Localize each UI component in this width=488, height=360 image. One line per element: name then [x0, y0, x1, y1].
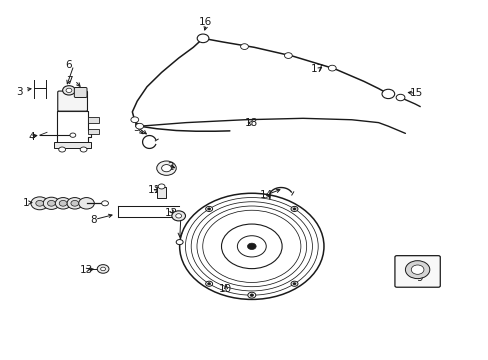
- FancyBboxPatch shape: [394, 256, 439, 287]
- Circle shape: [102, 201, 108, 206]
- Text: 17: 17: [310, 64, 324, 74]
- Text: 14: 14: [259, 190, 272, 200]
- Circle shape: [70, 133, 76, 137]
- Text: 6: 6: [65, 60, 72, 70]
- Circle shape: [290, 281, 297, 286]
- Circle shape: [157, 161, 176, 175]
- Circle shape: [43, 197, 60, 210]
- Circle shape: [205, 281, 212, 286]
- Circle shape: [197, 34, 208, 42]
- Circle shape: [410, 265, 423, 274]
- Circle shape: [55, 198, 71, 209]
- Bar: [88, 117, 99, 123]
- Text: 10: 10: [218, 284, 231, 294]
- Text: 13: 13: [79, 265, 92, 275]
- Circle shape: [205, 206, 212, 211]
- Circle shape: [79, 198, 94, 209]
- Circle shape: [101, 267, 105, 271]
- Circle shape: [59, 147, 65, 152]
- Circle shape: [247, 243, 256, 249]
- FancyBboxPatch shape: [74, 87, 87, 98]
- FancyBboxPatch shape: [157, 187, 165, 198]
- Circle shape: [207, 208, 210, 210]
- Text: 5: 5: [133, 123, 139, 133]
- Circle shape: [80, 147, 87, 152]
- Circle shape: [175, 214, 181, 218]
- Circle shape: [292, 208, 295, 210]
- Circle shape: [36, 201, 43, 206]
- Text: 11: 11: [147, 185, 161, 195]
- Text: 18: 18: [244, 118, 258, 128]
- Circle shape: [66, 88, 72, 93]
- Circle shape: [395, 94, 404, 101]
- Circle shape: [171, 211, 185, 221]
- Circle shape: [136, 123, 143, 129]
- Text: 12: 12: [164, 208, 178, 218]
- Text: 7: 7: [65, 76, 72, 86]
- Circle shape: [161, 165, 171, 172]
- Circle shape: [240, 44, 248, 49]
- Circle shape: [381, 89, 394, 99]
- Circle shape: [247, 292, 255, 298]
- Circle shape: [328, 65, 335, 71]
- Text: 15: 15: [408, 88, 422, 98]
- Text: 9: 9: [416, 273, 423, 283]
- Circle shape: [47, 201, 55, 206]
- Circle shape: [71, 201, 79, 206]
- Circle shape: [292, 283, 295, 285]
- Circle shape: [284, 53, 292, 58]
- Circle shape: [176, 239, 183, 245]
- Bar: [88, 129, 99, 134]
- Circle shape: [31, 197, 48, 210]
- Bar: [54, 142, 91, 148]
- Text: 2: 2: [167, 162, 173, 172]
- Circle shape: [290, 206, 297, 211]
- Circle shape: [405, 261, 429, 279]
- Text: 3: 3: [16, 87, 22, 97]
- FancyBboxPatch shape: [58, 91, 87, 111]
- Circle shape: [131, 117, 139, 123]
- Circle shape: [67, 198, 82, 209]
- Text: 4: 4: [28, 132, 35, 142]
- Circle shape: [249, 294, 253, 297]
- Circle shape: [62, 86, 75, 95]
- Circle shape: [207, 283, 210, 285]
- Text: 8: 8: [90, 215, 97, 225]
- Text: 1: 1: [23, 198, 30, 208]
- Circle shape: [97, 265, 109, 273]
- Circle shape: [158, 184, 164, 189]
- Circle shape: [59, 201, 67, 206]
- Text: 16: 16: [199, 17, 212, 27]
